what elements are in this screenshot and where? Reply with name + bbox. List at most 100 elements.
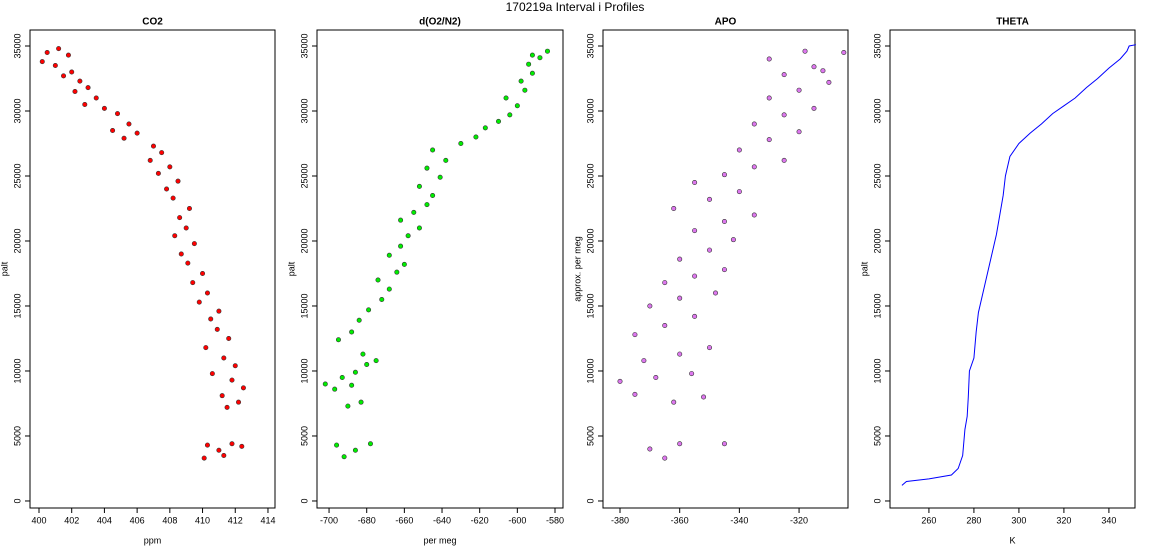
y-tick-label: 20000 [585,228,595,253]
point [766,95,772,101]
point [416,183,422,189]
point [386,252,392,258]
point [349,382,355,388]
x-tick-label: -620 [471,515,489,525]
x-axis-label: per meg [423,535,456,545]
point [424,202,430,208]
panel-title: APO [715,17,737,28]
point [352,447,358,453]
point [841,49,847,55]
y-tick-label: 35000 [872,33,882,58]
point [85,85,91,91]
point [65,52,71,58]
point [518,78,524,84]
point [781,157,787,163]
point [707,345,713,351]
y-tick-label: 10000 [585,358,595,383]
point [339,374,345,380]
point [811,64,817,70]
point [335,337,341,343]
y-tick-label: 25000 [12,163,22,188]
point [692,179,698,185]
point [39,59,45,65]
point [401,261,407,267]
panel-title: d(O2/N2) [419,17,461,28]
point [405,233,411,239]
x-tick-label: 400 [31,515,46,525]
plot-frame [29,29,276,509]
x-tick-label: -700 [320,515,338,525]
point [229,377,235,383]
point [334,442,340,448]
point [443,157,449,163]
point [386,286,392,292]
point [366,307,372,313]
point [190,280,196,286]
y-tick-label: 5000 [299,426,309,446]
y-tick-label: 30000 [12,98,22,123]
point [617,378,623,384]
point [689,371,695,377]
x-tick-label: -580 [546,515,564,525]
point [147,157,153,163]
point [150,143,156,149]
point [226,335,232,341]
point [364,361,370,367]
y-tick-label: 20000 [12,228,22,253]
point [671,399,677,405]
point [167,164,173,170]
point [110,127,116,133]
point [653,374,659,380]
point [424,165,430,171]
x-axis-label: ppm [144,535,162,545]
point [345,403,351,409]
y-tick-label: 30000 [585,98,595,123]
point [341,454,347,460]
point [69,69,75,75]
point [482,125,488,131]
y-axis-label: palt [0,261,9,276]
point [229,441,235,447]
point [781,72,787,78]
point [332,386,338,392]
x-tick-label: 260 [921,515,936,525]
point [522,87,528,93]
point [662,322,668,328]
x-tick-label: 406 [130,515,145,525]
point [394,269,400,275]
point [172,233,178,239]
y-tick-label: 15000 [12,293,22,318]
point [437,174,443,180]
point [367,441,373,447]
x-tick-label: -600 [508,515,526,525]
point [701,394,707,400]
point [677,351,683,357]
point [219,393,225,399]
point [52,62,58,68]
point [214,326,220,332]
point [44,49,50,55]
y-tick-label: 35000 [585,33,595,58]
point [360,351,366,357]
x-tick-label: 340 [1101,515,1116,525]
point [526,61,532,67]
point [751,212,757,218]
point [379,296,385,302]
point [201,455,207,461]
point [411,209,417,215]
point [751,121,757,127]
point [721,267,727,273]
point [93,95,99,101]
y-axis-label: palt [286,261,296,276]
x-tick-label: 414 [260,515,275,525]
point [707,247,713,253]
point [77,78,83,84]
plot-frame [602,29,849,509]
x-tick-label: -320 [790,515,808,525]
plot-frame [889,29,1136,509]
panel-title: THETA [996,17,1029,28]
y-tick-label: 10000 [872,358,882,383]
point [503,95,509,101]
y-tick-label: 10000 [299,358,309,383]
